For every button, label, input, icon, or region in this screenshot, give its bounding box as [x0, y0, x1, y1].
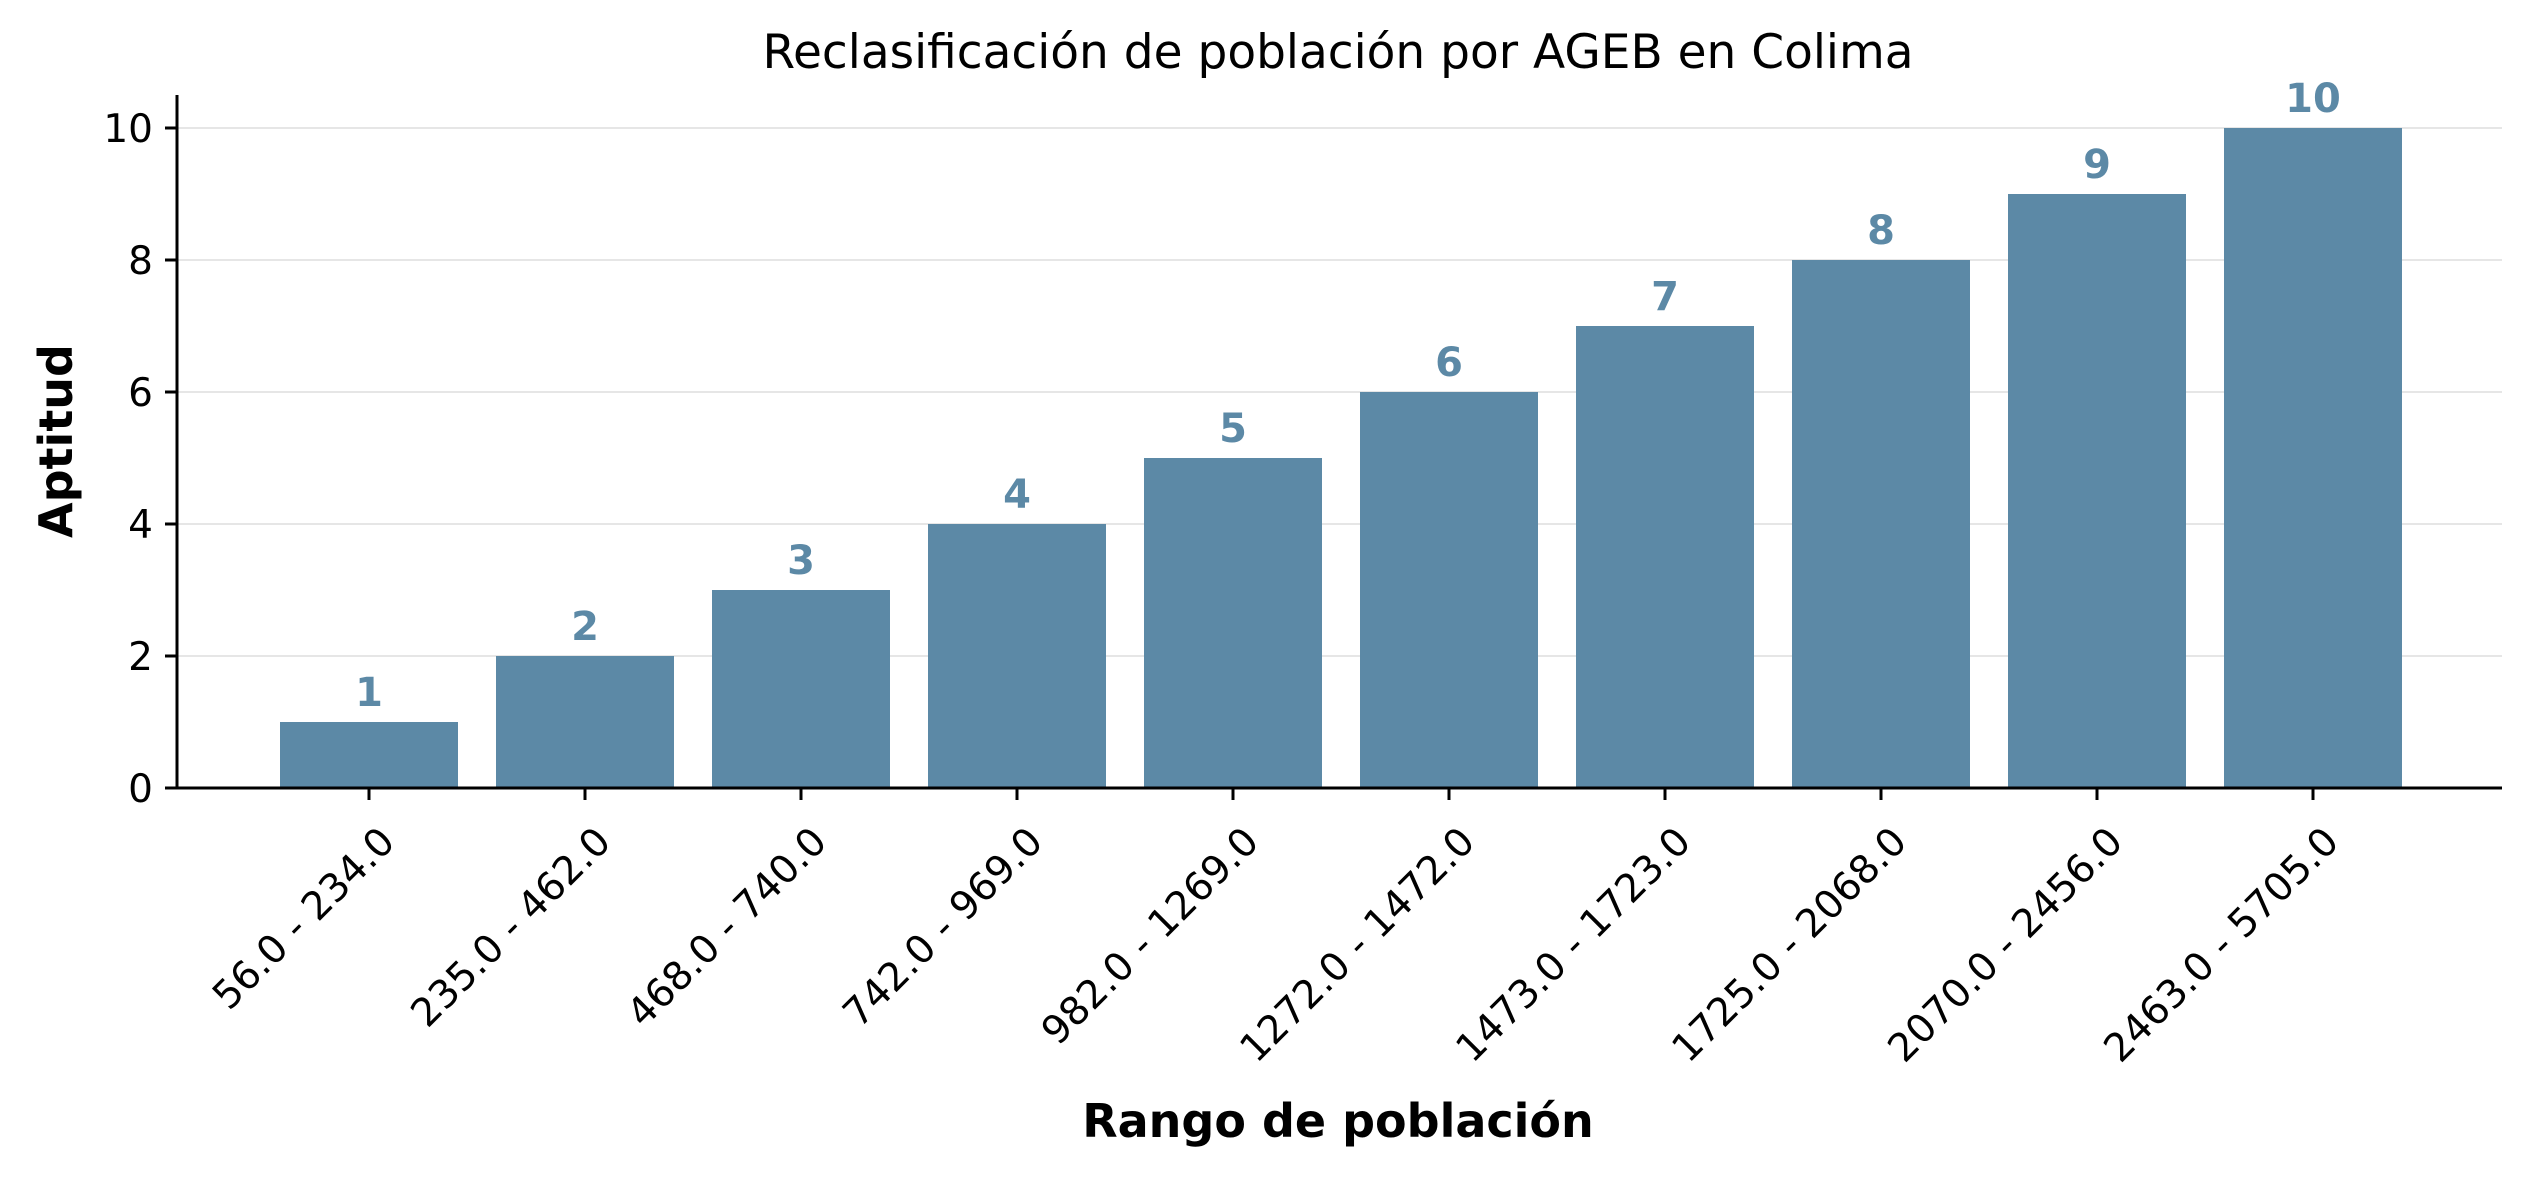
x-tick-label: 1725.0 - 2068.0 [1664, 819, 1916, 1071]
bar [280, 722, 458, 788]
bar [928, 524, 1106, 788]
y-axis-ticks: 0 2 4 6 8 10 [103, 107, 177, 812]
data-label: 5 [1219, 406, 1247, 452]
data-label: 4 [1003, 472, 1031, 518]
data-label: 9 [2083, 142, 2111, 188]
bar [1360, 392, 1538, 788]
y-tick-label: 6 [128, 371, 153, 416]
bar [712, 590, 890, 788]
x-tick-label: 235.0 - 462.0 [403, 819, 620, 1036]
x-tick-label: 2070.0 - 2456.0 [1880, 819, 2132, 1071]
y-tick-label: 2 [128, 635, 153, 680]
data-label: 8 [1867, 208, 1895, 254]
data-labels: 1 2 3 4 5 6 7 8 9 10 [355, 76, 2341, 716]
bar [1792, 260, 1970, 788]
y-tick-label: 0 [128, 767, 153, 812]
x-tick-label: 1272.0 - 1472.0 [1232, 819, 1484, 1071]
x-tick-label: 742.0 - 969.0 [835, 819, 1052, 1036]
data-label: 10 [2285, 76, 2341, 122]
data-label: 3 [787, 538, 815, 584]
y-tick-label: 10 [103, 107, 153, 152]
data-label: 7 [1651, 274, 1679, 320]
bar [2224, 128, 2402, 788]
bar [1144, 458, 1322, 788]
x-tick-label: 2463.0 - 5705.0 [2096, 819, 2348, 1071]
x-tick-label: 468.0 - 740.0 [619, 819, 836, 1036]
bar [1576, 326, 1754, 788]
bars [280, 128, 2402, 788]
axes [175, 95, 2502, 790]
data-label: 6 [1435, 340, 1463, 386]
x-tick-label: 1473.0 - 1723.0 [1448, 819, 1700, 1071]
y-tick-label: 4 [128, 503, 153, 548]
chart-title: Reclasificación de población por AGEB en… [762, 25, 1913, 80]
bar [496, 656, 674, 788]
data-label: 2 [571, 604, 599, 650]
y-axis-label: Aptitud [29, 344, 83, 538]
x-tick-label: 982.0 - 1269.0 [1033, 819, 1268, 1054]
bar [2008, 194, 2186, 788]
x-tick-label: 56.0 - 234.0 [204, 819, 404, 1019]
data-label: 1 [355, 670, 383, 716]
x-axis-label: Rango de población [1082, 1094, 1594, 1148]
y-tick-label: 8 [128, 239, 153, 284]
